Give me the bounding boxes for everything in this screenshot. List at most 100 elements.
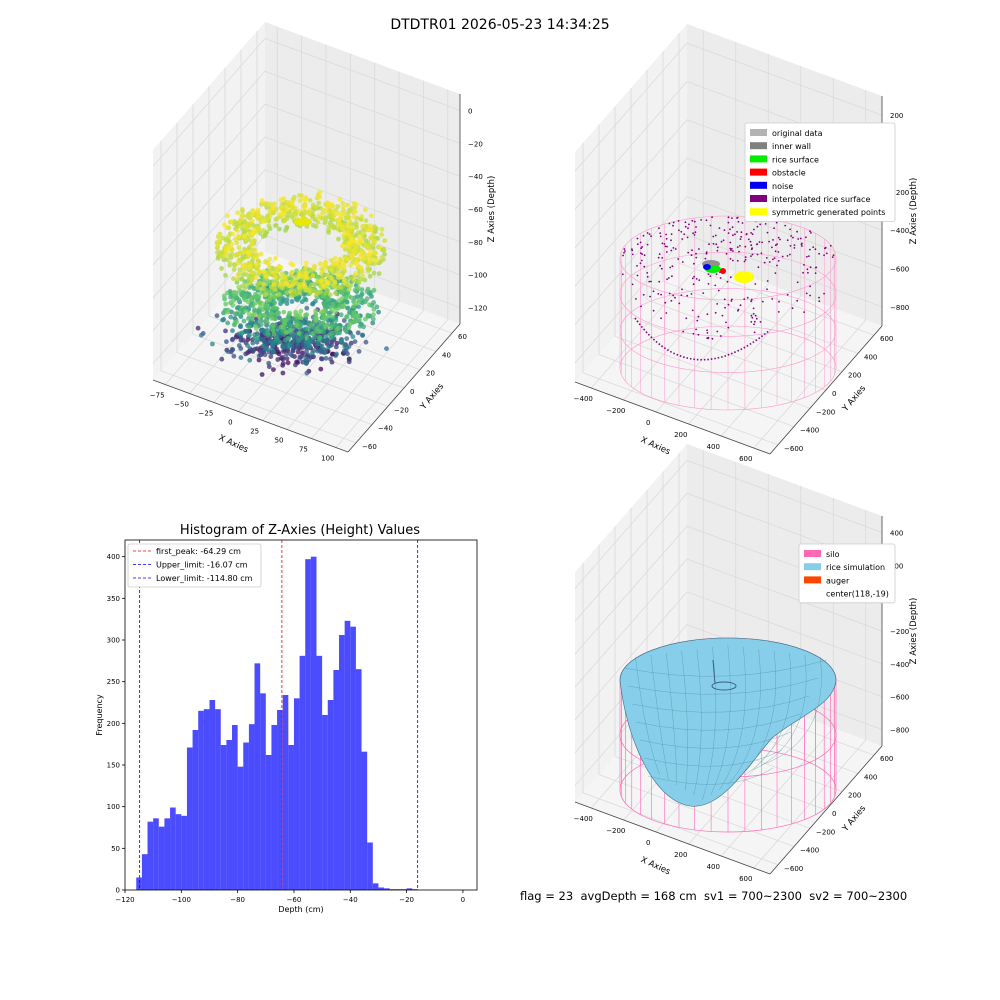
p1-data-point	[368, 213, 374, 219]
p1-data-point	[313, 315, 319, 321]
p2-y-gridline	[582, 142, 779, 446]
p1-y-gridline	[208, 86, 405, 389]
p2-interpolated-point	[801, 242, 803, 245]
p1-data-point	[316, 200, 322, 206]
p1-z-tick-label: −120	[468, 305, 487, 313]
p1-data-point	[277, 264, 282, 270]
p2-interpolated-point	[646, 272, 649, 274]
p3-histogram-bar	[293, 698, 300, 890]
p1-x-tick-label: −25	[199, 410, 214, 418]
p1-data-point	[281, 309, 287, 315]
p2-legend-label: original data	[772, 129, 823, 138]
p2-interpolated-point	[793, 247, 796, 249]
p1-data-point	[241, 318, 247, 324]
p1-data-point	[230, 328, 235, 334]
p1-data-point	[359, 214, 365, 219]
p2-interpolated-point	[707, 336, 710, 339]
p2-interpolated-point	[766, 280, 769, 282]
p2-interpolated-point	[707, 283, 710, 285]
p2-interpolated-point	[729, 241, 732, 244]
p2-interpolated-point	[693, 275, 695, 278]
p1-data-point	[273, 256, 278, 261]
p1-data-point	[330, 223, 336, 228]
p2-interpolated-point	[716, 330, 719, 333]
p1-data-point	[267, 264, 272, 270]
p2-silo-ring	[619, 251, 837, 337]
p2-legend-label: interpolated rice surface	[772, 195, 870, 204]
p1-data-point	[275, 357, 281, 362]
p1-data-point	[238, 224, 243, 230]
p2-interpolated-point	[671, 275, 673, 278]
p1-data-point	[345, 305, 350, 311]
p2-interpolated-point	[693, 262, 695, 265]
p2-interpolated-point	[658, 280, 661, 283]
p1-data-point	[320, 315, 326, 321]
p3-histogram-bar	[327, 700, 334, 890]
p1-data-point	[261, 218, 266, 224]
p1-data-point	[340, 200, 346, 206]
p1-data-point	[270, 342, 276, 347]
p2-z-tick-label: −600	[890, 266, 909, 274]
p3-histogram-bar	[339, 635, 345, 890]
p1-data-point	[367, 223, 373, 229]
p2-interpolated-point	[674, 296, 676, 299]
p3-histogram-bar	[310, 556, 317, 890]
p2-interpolated-point	[730, 248, 733, 250]
p1-data-point	[324, 209, 330, 215]
p1-data-point	[298, 308, 304, 314]
p1-data-point	[287, 310, 292, 316]
p1-data-point	[306, 344, 312, 350]
p1-y-tick-label: −60	[362, 443, 377, 451]
p1-data-point	[225, 290, 231, 296]
p2-interpolated-point	[692, 332, 695, 335]
p1-data-point	[310, 301, 315, 307]
p3-histogram-bar	[361, 751, 368, 890]
p2-interpolated-point	[784, 224, 787, 227]
p4-surface-mesh-line	[736, 650, 776, 781]
p3-legend-box	[127, 543, 262, 588]
p3-histogram-bar	[406, 888, 413, 890]
p2-legend-swatch	[750, 168, 767, 176]
p1-data-point	[332, 290, 338, 296]
p2-interpolated-point	[802, 271, 804, 274]
p1-data-point	[321, 282, 326, 288]
p2-interpolated-point	[643, 265, 646, 268]
p4-surface-mesh-line	[635, 656, 661, 776]
p2-legend-swatch	[750, 129, 767, 136]
p1-data-point	[304, 370, 310, 376]
p2-interpolated-point	[697, 333, 700, 336]
p4-z-gridline	[574, 492, 883, 622]
p1-data-point	[302, 352, 307, 358]
p2-interpolated-point	[725, 252, 728, 255]
p3-histogram-bar	[164, 818, 171, 890]
p1-x-tick-label: 75	[299, 446, 308, 454]
p2-interpolated-point	[688, 223, 690, 226]
panel2-classify: −400 −200 0 200 400 600 −600 −400 −200 0 200 400 600…	[574, 24, 919, 463]
p1-data-point	[256, 225, 261, 231]
p2-interpolated-point	[729, 258, 732, 260]
p1-data-point	[350, 334, 356, 340]
p2-interpolated-point	[764, 223, 767, 225]
p2-interpolated-point	[727, 221, 730, 224]
p3-y-tick-label: 400	[107, 553, 120, 561]
p2-interpolated-point	[636, 243, 639, 246]
p2-interpolated-point	[671, 265, 674, 268]
p1-data-point	[271, 281, 277, 287]
p2-interpolated-point	[792, 236, 794, 239]
p2-interpolated-point	[772, 239, 774, 241]
p3-x-tick-label: −20	[399, 896, 414, 904]
p2-interpolated-point	[809, 230, 811, 233]
p2-interpolated-point	[659, 264, 662, 267]
p1-data-point	[269, 311, 275, 317]
p1-data-point	[343, 327, 349, 333]
p2-z-axis-label: Z Axies (Depth)	[909, 178, 919, 245]
p1-data-point	[328, 325, 334, 331]
p4-legend-swatch	[804, 563, 821, 571]
p4-z-tick-label: 200	[890, 562, 903, 570]
p3-x-tick-label: −120	[115, 896, 134, 904]
p2-interpolated-point	[797, 238, 800, 240]
p2-silo-ring	[619, 288, 837, 373]
p1-data-point	[360, 273, 365, 279]
p1-data-point	[229, 309, 234, 315]
p1-y-axis-label: Y Axies	[418, 381, 446, 412]
